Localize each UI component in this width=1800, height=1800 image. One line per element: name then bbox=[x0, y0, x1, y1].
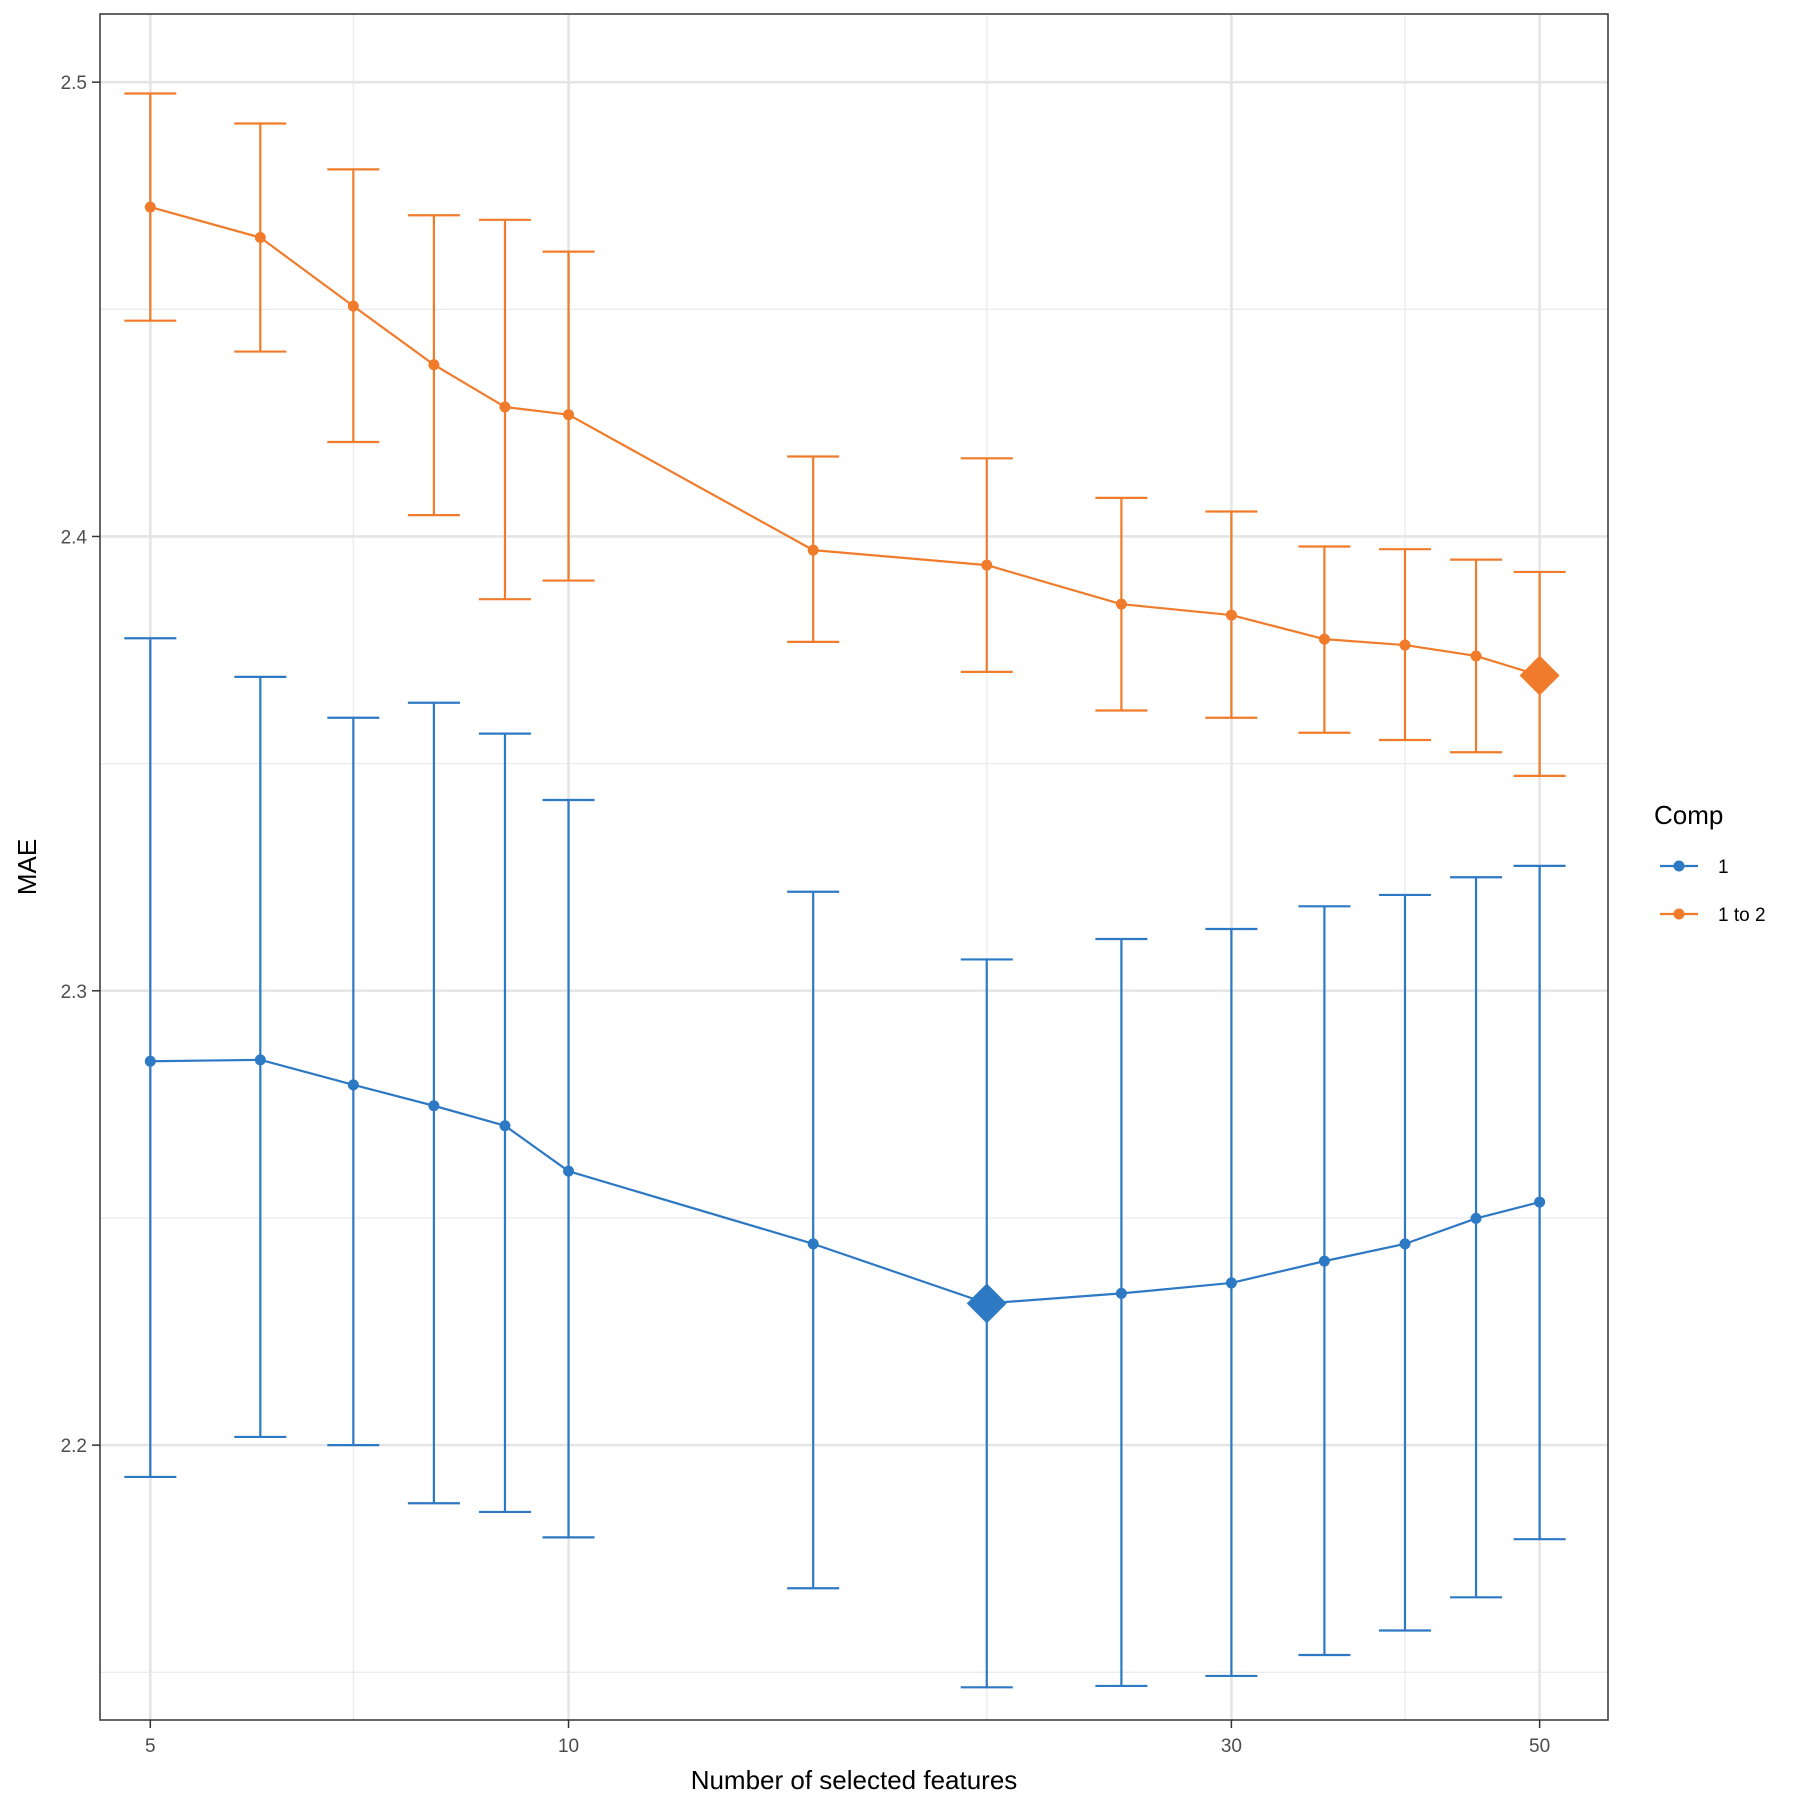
legend-title: Comp bbox=[1654, 800, 1723, 830]
series-line bbox=[150, 206, 1540, 677]
data-point bbox=[347, 1079, 359, 1091]
legend: Comp 1 1 to 2 bbox=[1654, 800, 1766, 926]
legend-items: 1 1 to 2 bbox=[1660, 857, 1766, 926]
y-tick-label: 2.4 bbox=[61, 527, 88, 548]
legend-key-point bbox=[1673, 860, 1685, 872]
grid-layer bbox=[100, 14, 1608, 1720]
data-point bbox=[144, 201, 156, 213]
y-tick-label: 2.3 bbox=[61, 982, 87, 1003]
data-point bbox=[807, 1238, 819, 1250]
y-tick-label: 2.5 bbox=[61, 73, 87, 94]
data-point bbox=[563, 409, 575, 421]
data-point bbox=[254, 232, 266, 244]
data-point bbox=[1470, 1212, 1482, 1224]
best-point-marker bbox=[1519, 655, 1560, 696]
legend-item: 1 to 2 bbox=[1660, 905, 1766, 926]
x-tick-label: 5 bbox=[145, 1736, 156, 1757]
series-layer bbox=[124, 92, 1566, 1689]
x-axis-title: Number of selected features bbox=[691, 1765, 1018, 1795]
data-point bbox=[1115, 598, 1127, 610]
best-point-marker bbox=[966, 1283, 1007, 1324]
data-point bbox=[1318, 633, 1330, 645]
data-point bbox=[1470, 650, 1482, 662]
y-tick-label: 2.2 bbox=[61, 1436, 87, 1457]
x-tick-label: 30 bbox=[1221, 1736, 1242, 1757]
series-1 bbox=[124, 92, 1566, 778]
plot-panel bbox=[100, 14, 1608, 1720]
data-point bbox=[807, 544, 819, 556]
axis-layer: 2.2 2.3 2.4 2.5 5 10 30 50 bbox=[61, 13, 1609, 1757]
data-point bbox=[499, 401, 511, 413]
plot-border bbox=[99, 13, 1609, 1721]
data-point bbox=[428, 359, 440, 371]
data-point bbox=[981, 559, 993, 571]
data-point bbox=[1225, 1277, 1237, 1289]
error-bar bbox=[1095, 937, 1148, 1688]
data-point bbox=[1318, 1255, 1330, 1267]
error-bar bbox=[1378, 893, 1431, 1632]
data-point bbox=[1534, 1196, 1546, 1208]
data-point bbox=[1399, 1238, 1411, 1250]
legend-item: 1 bbox=[1660, 857, 1729, 878]
x-tick-label: 10 bbox=[558, 1736, 579, 1757]
series-0 bbox=[124, 637, 1566, 1689]
data-point bbox=[1225, 609, 1237, 621]
data-point bbox=[499, 1120, 511, 1132]
data-point bbox=[144, 1055, 156, 1067]
data-point bbox=[254, 1054, 266, 1066]
data-point bbox=[1115, 1287, 1127, 1299]
legend-label: 1 to 2 bbox=[1718, 905, 1766, 926]
data-point bbox=[563, 1165, 575, 1177]
data-point bbox=[347, 300, 359, 312]
x-tick-label: 50 bbox=[1529, 1736, 1550, 1757]
series-line bbox=[150, 1058, 1540, 1305]
error-bar bbox=[1205, 927, 1258, 1678]
error-bar bbox=[1298, 905, 1351, 1657]
data-point bbox=[428, 1100, 440, 1112]
data-point bbox=[1399, 639, 1411, 651]
legend-label: 1 bbox=[1718, 857, 1729, 878]
error-bar bbox=[1450, 876, 1503, 1599]
legend-key-point bbox=[1673, 908, 1685, 920]
y-axis-title: MAE bbox=[12, 839, 42, 895]
